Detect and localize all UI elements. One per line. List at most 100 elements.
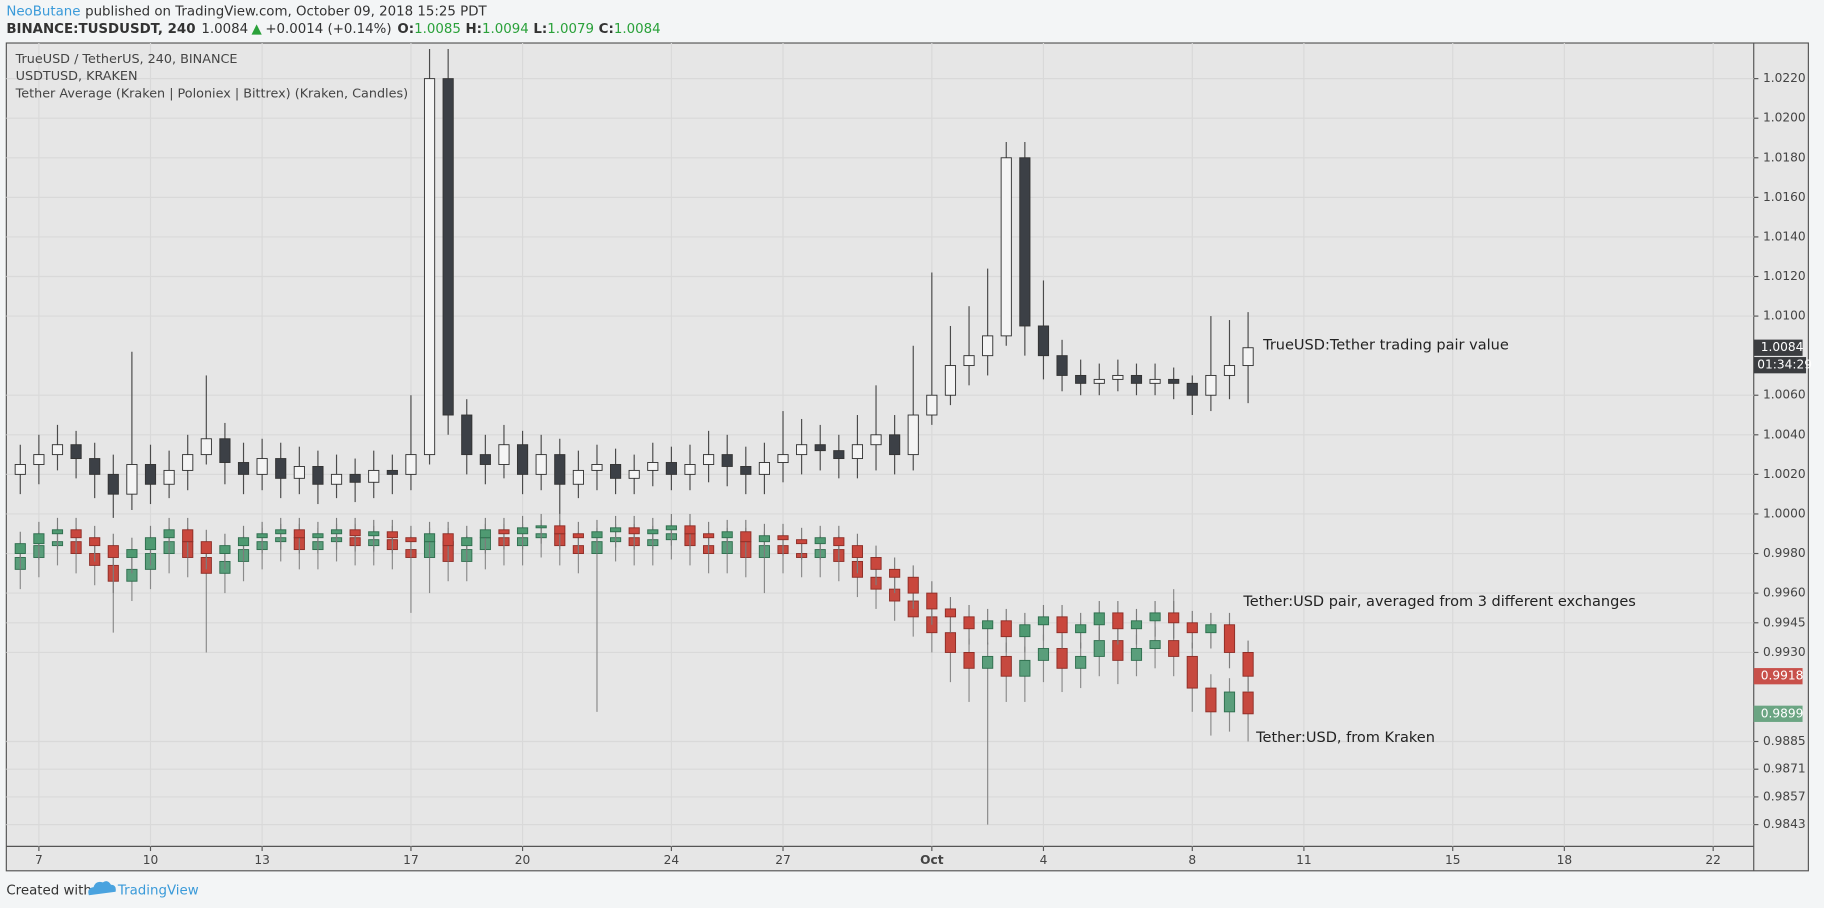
candle-body — [256, 533, 268, 539]
y-tick-label: 1.0140 — [1763, 229, 1806, 243]
x-tick-label: 24 — [664, 853, 680, 867]
candle-body — [275, 458, 287, 479]
candle-body — [796, 444, 808, 456]
price-tag — [1753, 339, 1803, 356]
candle-body — [1037, 648, 1050, 661]
annotation: Tether:USD, from Kraken — [1255, 730, 1435, 746]
candle-body — [721, 454, 733, 467]
candle-body — [870, 434, 882, 446]
candle-body — [312, 533, 324, 539]
candle-body — [1130, 648, 1143, 661]
y-tick-label: 0.9945 — [1763, 615, 1806, 629]
candle-body — [33, 454, 45, 465]
candle-body — [1223, 624, 1236, 653]
candle-body — [293, 466, 305, 479]
candle-body — [1056, 648, 1068, 669]
candle-body — [423, 533, 436, 543]
candle-body — [107, 473, 119, 495]
ohlc-label: O: — [397, 22, 414, 37]
y-tick-label: 0.9980 — [1763, 546, 1806, 560]
candle-body — [851, 545, 864, 558]
candle-body — [721, 531, 733, 539]
candle-body — [982, 655, 994, 669]
candle-body — [461, 414, 473, 456]
candle-body — [163, 469, 175, 485]
candle-body — [89, 458, 101, 475]
candle-body — [684, 525, 696, 535]
candle-body — [200, 541, 212, 554]
candle-body — [926, 394, 938, 416]
candle-series — [14, 513, 1254, 693]
candle-body — [312, 466, 324, 485]
candle-body — [1149, 640, 1161, 649]
candle-body — [1186, 622, 1198, 634]
candle-body — [219, 438, 231, 463]
candle-body — [610, 464, 622, 479]
candle-body — [777, 535, 789, 541]
y-tick-label: 1.0060 — [1763, 388, 1806, 402]
candle-body — [833, 537, 845, 547]
candle-body — [200, 438, 212, 456]
candle-body — [1019, 624, 1031, 638]
candle-body — [535, 454, 547, 475]
candle-body — [1242, 691, 1254, 715]
candle-body — [33, 533, 45, 545]
y-tick-label: 0.9843 — [1763, 817, 1806, 831]
legend-entry: TrueUSD / TetherUS, 240, BINANCE — [15, 52, 238, 67]
candle-body — [163, 529, 175, 539]
candle-body — [1075, 655, 1087, 669]
x-tick-label: Oct — [920, 853, 944, 867]
candle-body — [126, 464, 138, 495]
author[interactable]: NeoButane — [6, 5, 80, 20]
candle-body — [926, 592, 938, 610]
candle-body — [349, 529, 361, 537]
candle-body — [1130, 620, 1143, 630]
candle-body — [516, 444, 529, 475]
y-tick-label: 1.0200 — [1763, 111, 1806, 125]
ohlc-label: L: — [533, 22, 547, 37]
candle-body — [126, 549, 138, 558]
candle-body — [498, 444, 510, 465]
candle-series — [14, 48, 1254, 518]
candle-body — [982, 335, 994, 357]
overlay: TrueUSD / TetherUS, 240, BINANCE USDTUSD,… — [15, 52, 1812, 746]
y-tick-label: 1.0040 — [1763, 427, 1806, 441]
candle-body — [572, 469, 584, 485]
price-tag-label: 1.0084 — [1761, 340, 1804, 354]
footer-brand[interactable]: TradingView — [117, 884, 199, 899]
y-tick-label: 1.0120 — [1763, 269, 1806, 283]
candle-body — [1149, 378, 1161, 384]
candle-body — [405, 454, 417, 475]
candle-body — [554, 525, 566, 535]
candle-body — [1000, 620, 1012, 638]
candle-body — [1186, 382, 1198, 396]
x-tick-label: 10 — [143, 853, 159, 867]
price-tag-label: 0.9899 — [1761, 706, 1804, 720]
candle-body — [647, 529, 659, 535]
candle-body — [1000, 157, 1012, 337]
ohlc-value: 1.0094 — [482, 22, 529, 37]
candle-body — [591, 531, 603, 539]
candle-body — [777, 454, 789, 463]
brand-logo[interactable] — [88, 881, 116, 896]
candle-body — [1242, 347, 1254, 367]
candle-body — [1019, 157, 1031, 327]
candle-body — [982, 620, 994, 630]
candle-body — [1093, 640, 1105, 657]
candle-body — [516, 527, 529, 535]
candle-body — [144, 464, 157, 485]
ohlc-value: 1.0079 — [547, 22, 594, 37]
candle-body — [647, 462, 659, 471]
candle-body — [851, 444, 864, 460]
candle-body — [684, 464, 696, 475]
candle-body — [1000, 655, 1012, 677]
candle-body — [610, 527, 622, 533]
countdown-label: 01:34:29 — [1757, 358, 1812, 372]
candle-body — [944, 365, 957, 396]
ohlc-value: 1.0085 — [414, 22, 461, 37]
up-arrow: ▲ — [252, 22, 263, 37]
y-tick-label: 1.0180 — [1763, 150, 1806, 164]
candle-body — [349, 473, 361, 483]
candle-body — [330, 529, 343, 535]
